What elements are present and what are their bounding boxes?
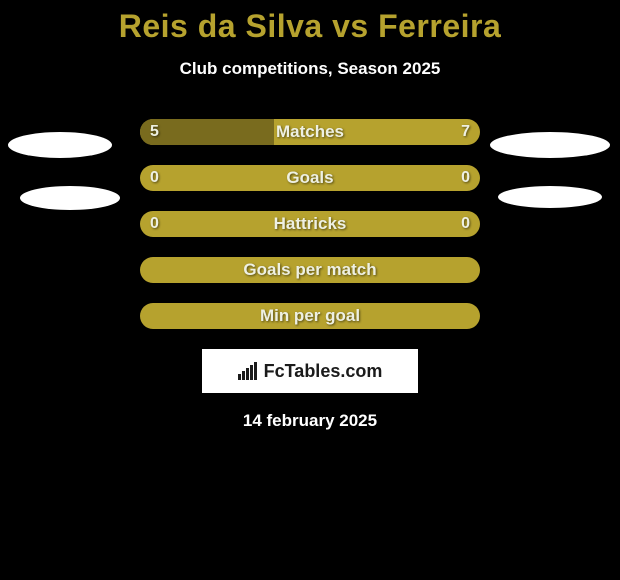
bar-track: 5 7 Matches [140,119,480,145]
stat-row-goals-per-match: Goals per match [0,257,620,283]
stat-label: Hattricks [140,211,480,237]
bar-track: 0 0 Goals [140,165,480,191]
comparison-infographic: Reis da Silva vs Ferreira Club competiti… [0,8,620,431]
bar-track: 0 0 Hattricks [140,211,480,237]
date-label: 14 february 2025 [0,411,620,431]
stat-right-value: 0 [461,211,470,237]
stat-right-value: 7 [461,119,470,145]
player-left-photo-placeholder [8,132,112,158]
stat-left-value: 0 [150,165,159,191]
bar-left-fill [140,119,274,145]
bar-track: Goals per match [140,257,480,283]
stat-row-hattricks: 0 0 Hattricks [0,211,620,237]
stat-right-value: 0 [461,165,470,191]
bar-track: Min per goal [140,303,480,329]
stat-label: Goals [140,165,480,191]
stat-label: Goals per match [140,257,480,283]
source-logo: FcTables.com [202,349,418,393]
logo-label: FcTables.com [264,361,383,382]
stat-label: Min per goal [140,303,480,329]
player-right-shadow [498,186,602,208]
page-subtitle: Club competitions, Season 2025 [0,59,620,79]
logo-text: FcTables.com [238,361,383,382]
stat-row-min-per-goal: Min per goal [0,303,620,329]
bar-chart-icon [238,362,260,380]
player-right-photo-placeholder [490,132,610,158]
page-title: Reis da Silva vs Ferreira [0,8,620,45]
stat-left-value: 5 [150,119,159,145]
stat-left-value: 0 [150,211,159,237]
player-left-shadow [20,186,120,210]
